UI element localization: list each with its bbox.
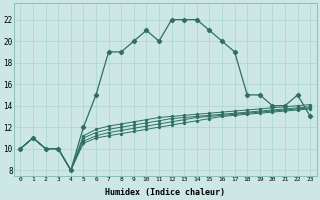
X-axis label: Humidex (Indice chaleur): Humidex (Indice chaleur)	[105, 188, 225, 197]
